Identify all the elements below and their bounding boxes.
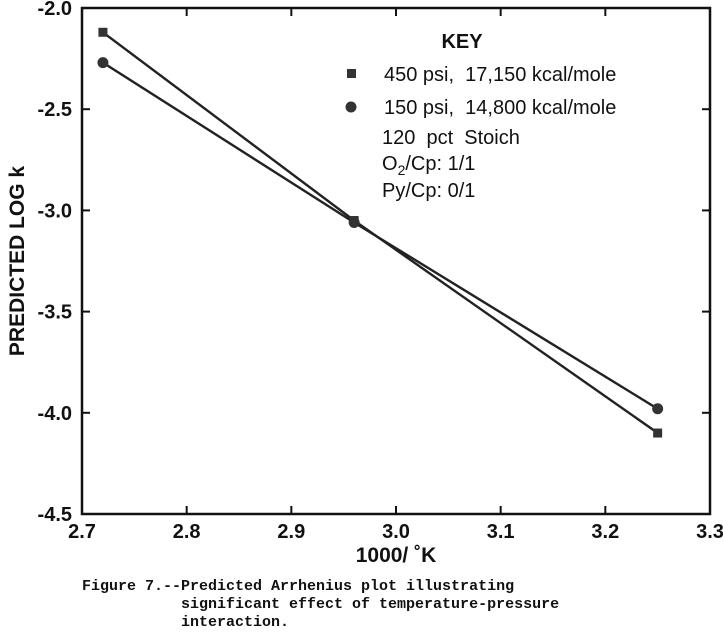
y-tick-label: -3.5 (38, 302, 72, 324)
arrhenius-chart: 2.7 2.8 2.9 3.0 3.1 3.2 3.3 -2.0 -2.5 -3.0 -3.5 -4… (6, 0, 723, 567)
y-tick-label: -2.0 (38, 0, 72, 20)
y-tick-label: -4.5 (38, 504, 72, 526)
x-tick-label: 3.2 (591, 521, 619, 543)
x-tick-label: 3.0 (382, 521, 410, 543)
series-line-450psi (102, 31, 659, 434)
y-tick-labels: -2.0 -2.5 -3.0 -3.5 -4.0 -4.5 (38, 0, 72, 526)
x-tick-label: 3.1 (487, 521, 515, 543)
data-point-450psi (98, 27, 108, 37)
legend-marker-circle (345, 101, 357, 113)
legend-entry-450psi: 450 psi, 17,150 kcal/mole (384, 64, 616, 86)
legend-marker-square (347, 69, 356, 78)
tick-marks (81, 7, 711, 515)
x-axis-label: 1000/ ˚K (356, 544, 437, 567)
legend-entry-150psi: 150 psi, 14,800 kcal/mole (384, 97, 616, 119)
o2-subscript: 2 (398, 162, 406, 178)
o2-suffix: /Cp: 1/1 (405, 153, 475, 175)
condition-py-cp: Py/Cp: 0/1 (382, 180, 475, 202)
condition-stoich: 120 pct Stoich (382, 127, 520, 149)
y-tick-label: -2.5 (38, 99, 72, 121)
y-tick-label: -3.0 (38, 200, 72, 222)
data-point-150psi (652, 403, 664, 415)
series-markers (97, 27, 664, 438)
caption-line-3: interaction. (82, 614, 290, 631)
x-tick-labels: 2.7 2.8 2.9 3.0 3.1 3.2 3.3 (68, 521, 723, 543)
o2-prefix: O (382, 153, 398, 175)
figure-caption: Figure 7.--Predicted Arrhenius plot illu… (82, 578, 722, 632)
caption-line-2: significant effect of temperature-pressu… (82, 596, 560, 613)
x-tick-label: 3.3 (696, 521, 723, 543)
y-tick-label: -4.0 (38, 403, 72, 425)
legend: KEY 450 psi, 17,150 kcal/mole 150 psi, 1… (345, 31, 616, 202)
x-tick-label: 2.7 (68, 521, 96, 543)
y-axis-label: PREDICTED LOG k (6, 166, 29, 357)
condition-o2-cp: O2/Cp: 1/1 (382, 153, 475, 178)
data-point-150psi (97, 57, 109, 69)
x-tick-label: 2.8 (173, 521, 201, 543)
series-lines (102, 31, 659, 434)
caption-line-1: Figure 7.--Predicted Arrhenius plot illu… (82, 578, 515, 595)
x-tick-label: 2.9 (277, 521, 305, 543)
data-point-450psi (653, 428, 663, 438)
data-point-150psi (348, 217, 360, 229)
legend-title: KEY (441, 31, 483, 53)
